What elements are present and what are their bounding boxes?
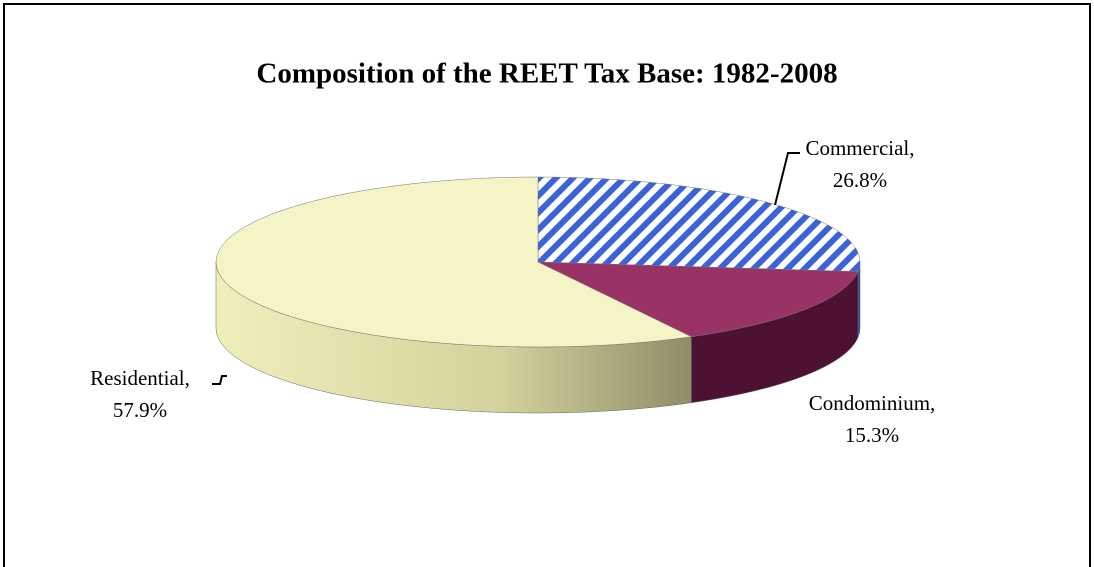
slice-side <box>857 261 861 338</box>
data-label-value: 15.3% <box>845 423 899 447</box>
chart-border <box>3 3 1091 567</box>
data-label-name: Commercial, <box>805 136 914 160</box>
chart-title: Composition of the REET Tax Base: 1982-2… <box>256 58 837 90</box>
slice-top <box>215 176 693 348</box>
leader-line <box>212 375 227 385</box>
data-label-value: 57.9% <box>113 398 167 422</box>
slice <box>537 176 861 338</box>
data-label-name: Condominium, <box>809 391 936 415</box>
slice-top <box>537 176 861 272</box>
slice <box>215 176 693 414</box>
slice-top <box>537 261 859 338</box>
data-label-value: 26.8% <box>833 168 887 192</box>
leader-line <box>774 152 800 206</box>
data-label-name: Residential, <box>90 366 190 390</box>
slice <box>537 261 859 404</box>
